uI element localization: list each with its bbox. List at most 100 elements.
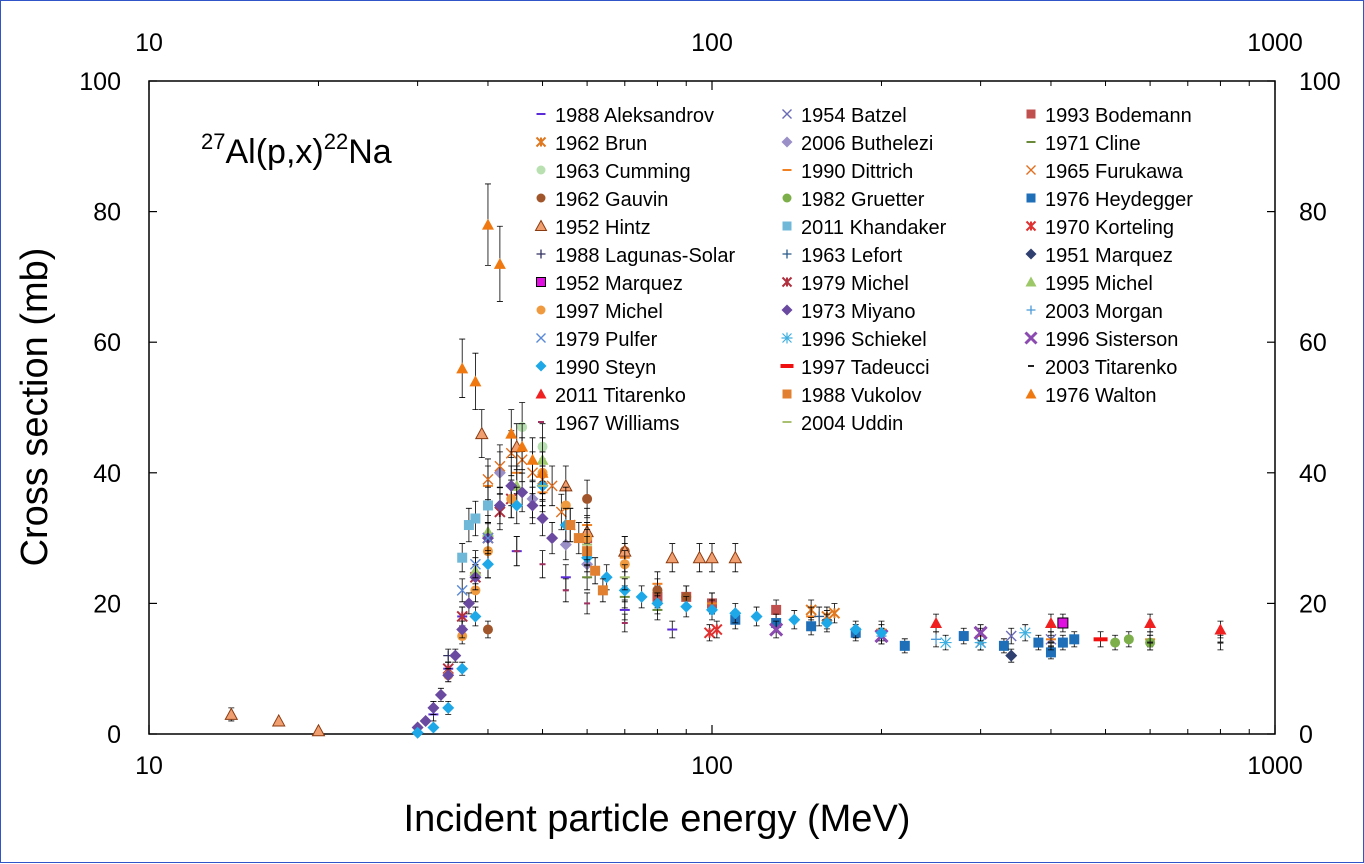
legend-label: 1951 Marquez bbox=[1045, 245, 1173, 267]
data-point bbox=[930, 616, 943, 628]
data-point bbox=[469, 558, 481, 570]
data-point bbox=[651, 597, 664, 610]
y-tick-label: 40 bbox=[93, 460, 121, 488]
legend-label: 2011 Titarenko bbox=[555, 385, 686, 407]
legend-label: 1965 Furukawa bbox=[1045, 161, 1184, 183]
x-tick-label-top: 10 bbox=[135, 29, 163, 57]
data-point bbox=[505, 427, 518, 439]
legend-marker bbox=[782, 389, 792, 399]
x-tick-label: 10 bbox=[135, 752, 163, 780]
series-2004-uddin bbox=[537, 465, 630, 591]
legend-item: 1982 Gruetter bbox=[782, 189, 925, 211]
data-point bbox=[958, 631, 969, 642]
y-tick-label-right: 60 bbox=[1299, 329, 1327, 357]
data-point bbox=[1144, 616, 1157, 628]
legend-item: 1993 Bodemann bbox=[1026, 105, 1192, 127]
legend-label: 1963 Cumming bbox=[555, 161, 691, 183]
data-point bbox=[456, 362, 469, 374]
legend-marker bbox=[1026, 193, 1036, 203]
data-point bbox=[434, 688, 447, 701]
data-point bbox=[481, 218, 494, 230]
data-point bbox=[470, 585, 481, 596]
legend-label: 1973 Miyano bbox=[801, 301, 916, 323]
data-point bbox=[1057, 617, 1069, 629]
legend-marker bbox=[536, 305, 546, 315]
data-point bbox=[516, 440, 529, 452]
legend-marker bbox=[1025, 248, 1037, 260]
legend-marker bbox=[782, 109, 792, 119]
legend-label: 1952 Hintz bbox=[555, 217, 651, 239]
legend-label: 1962 Brun bbox=[555, 133, 647, 155]
data-point bbox=[457, 552, 468, 563]
reaction-label: 27Al(p,x)22Na bbox=[201, 129, 392, 171]
series-1967-williams bbox=[513, 536, 628, 633]
legend-label: 2003 Morgan bbox=[1045, 301, 1163, 323]
data-point bbox=[769, 622, 784, 637]
data-point bbox=[692, 550, 707, 564]
data-point bbox=[703, 627, 716, 639]
x-axis-title: Incident particle energy (MeV) bbox=[404, 798, 911, 840]
legend-label: 1990 Steyn bbox=[555, 357, 656, 379]
legend-item: 2011 Khandaker bbox=[782, 217, 947, 239]
legend-marker bbox=[536, 193, 546, 203]
data-point bbox=[1019, 626, 1032, 639]
legend-item: 1963 Lefort bbox=[782, 245, 903, 267]
data-point bbox=[482, 500, 493, 511]
data-point bbox=[1057, 637, 1068, 648]
legend-label: 1996 Sisterson bbox=[1045, 329, 1178, 351]
y-axis-title: Cross section (mb) bbox=[14, 248, 56, 567]
legend-item: 1965 Furukawa bbox=[1026, 161, 1184, 183]
legend-label: 1979 Pulfer bbox=[555, 329, 658, 351]
data-point bbox=[582, 493, 593, 504]
data-point bbox=[546, 480, 558, 492]
data-point bbox=[806, 621, 817, 632]
legend-label: 1967 Williams bbox=[555, 413, 679, 435]
legend-marker bbox=[782, 249, 792, 259]
legend-marker bbox=[535, 388, 547, 399]
legend-marker bbox=[1025, 220, 1037, 232]
data-point bbox=[482, 473, 494, 485]
data-point bbox=[619, 559, 630, 570]
data-point bbox=[618, 584, 631, 597]
x-tick-label-top: 1000 bbox=[1247, 29, 1303, 57]
data-point bbox=[635, 590, 648, 603]
legend-marker bbox=[536, 333, 546, 343]
legend-label: 1970 Korteling bbox=[1045, 217, 1174, 239]
legend-label: 1962 Gauvin bbox=[555, 189, 668, 211]
data-point bbox=[706, 603, 718, 616]
data-point bbox=[1033, 637, 1044, 648]
series-1976-walton bbox=[456, 183, 549, 495]
y-tick-label-right: 0 bbox=[1299, 721, 1313, 749]
legend-marker bbox=[535, 136, 547, 148]
series-1990-steyn bbox=[411, 465, 888, 739]
legend-item: 1979 Pulfer bbox=[536, 329, 658, 351]
data-point bbox=[828, 607, 841, 619]
legend-marker bbox=[536, 249, 546, 259]
data-point bbox=[456, 610, 468, 623]
data-point bbox=[516, 486, 529, 499]
data-point bbox=[482, 532, 494, 544]
y-tick-label-right: 80 bbox=[1299, 199, 1327, 227]
legend-item: 1973 Miyano bbox=[781, 301, 916, 323]
legend-item: 2003 Titarenko bbox=[1028, 357, 1177, 379]
data-point bbox=[469, 610, 482, 623]
data-point bbox=[1044, 616, 1057, 628]
legend-label: 1976 Heydegger bbox=[1045, 189, 1193, 211]
legend-marker bbox=[782, 193, 792, 203]
legend-label: 1976 Walton bbox=[1045, 385, 1157, 407]
legend-item: 2003 Morgan bbox=[1026, 301, 1163, 323]
data-point bbox=[750, 610, 763, 623]
series-1973-miyano bbox=[411, 465, 559, 734]
series-2003-titarenko bbox=[1047, 634, 1224, 651]
legend-marker bbox=[1025, 388, 1037, 399]
data-point bbox=[224, 707, 239, 720]
legend-label: 2006 Buthelezi bbox=[801, 133, 933, 155]
legend-marker bbox=[781, 136, 793, 148]
legend-item: 1995 Michel bbox=[1025, 273, 1153, 295]
legend-label: 1997 Michel bbox=[555, 301, 663, 323]
data-point bbox=[875, 626, 888, 639]
y-tick-label-right: 20 bbox=[1299, 590, 1327, 618]
legend-item: 1962 Gauvin bbox=[536, 189, 668, 211]
legend-label: 2004 Uddin bbox=[801, 413, 903, 435]
